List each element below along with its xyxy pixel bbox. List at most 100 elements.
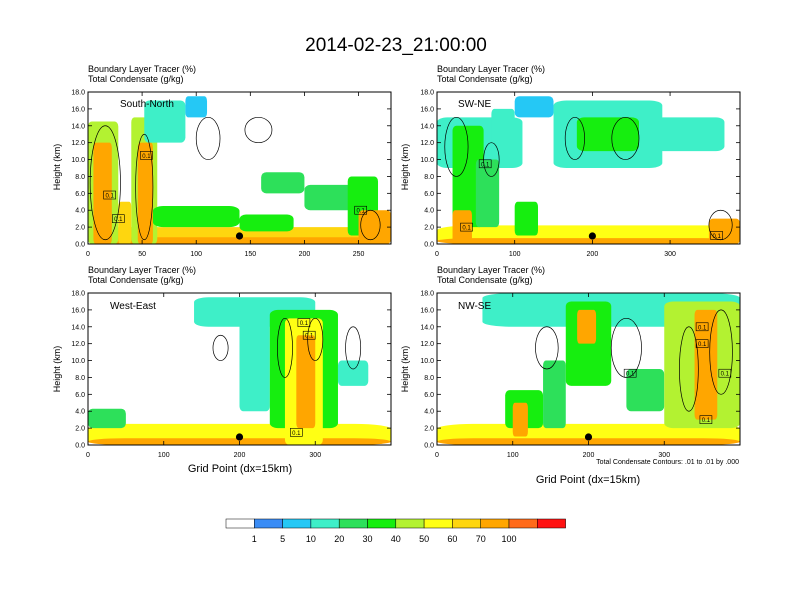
tracer-region bbox=[261, 172, 305, 194]
y-tick-label: 8.0 bbox=[424, 174, 434, 181]
tracer-region bbox=[185, 96, 208, 118]
colorbar-label: 10 bbox=[306, 534, 316, 544]
colorbar-label: 20 bbox=[334, 534, 344, 544]
contour-label-box bbox=[695, 322, 709, 332]
y-tick-label: 14.0 bbox=[420, 324, 434, 331]
y-tick-label: 16.0 bbox=[71, 106, 85, 113]
panel-header-condensate: Total Condensate (g/kg) bbox=[88, 275, 184, 285]
figure-title: 2014-02-23_21:00:00 bbox=[305, 35, 487, 56]
tracer-region bbox=[437, 238, 740, 244]
tracer-region bbox=[512, 402, 528, 437]
contour-label: 0.1 bbox=[721, 372, 730, 378]
y-tick-label: 6.0 bbox=[75, 191, 85, 198]
condensate-contour bbox=[709, 309, 733, 395]
colorbar-label: 50 bbox=[419, 534, 429, 544]
contour-label: 0.1 bbox=[305, 334, 314, 340]
colorbar-label: 40 bbox=[391, 534, 401, 544]
colorbar-swatch bbox=[395, 518, 425, 529]
tracer-region bbox=[626, 369, 665, 412]
contour-label-box bbox=[695, 339, 709, 348]
contour-label: 0.1 bbox=[142, 154, 151, 160]
y-tick-label: 4.0 bbox=[75, 208, 85, 215]
colorbar-swatch bbox=[508, 518, 538, 529]
panel-nw-se: Boundary Layer Tracer (%) Total Condensa… bbox=[400, 265, 741, 486]
plot-area: 0.1 0.1 0.1 0.0 2.0 4.0 6.0 8.0 10.0 12.0 14.0 16.0… bbox=[420, 90, 741, 258]
tracer-region bbox=[577, 309, 597, 344]
x-tick-label: 0 bbox=[86, 452, 90, 459]
tracer-region bbox=[475, 159, 500, 228]
y-tick-label: 10.0 bbox=[71, 157, 85, 164]
colorbar-swatch bbox=[254, 518, 283, 529]
y-tick-label: 6.0 bbox=[424, 392, 434, 399]
y-axis-label: Height (km) bbox=[400, 144, 410, 191]
plot-area: 0.1 0.1 0.1 0.1 0.1 0.0 2.0 4.0 6.0 8.0 10.0 12.0 14… bbox=[420, 291, 741, 459]
y-tick-label: 10.0 bbox=[71, 358, 85, 365]
y-tick-label: 8.0 bbox=[75, 375, 85, 382]
tracer-region bbox=[137, 142, 153, 244]
y-tick-label: 0.0 bbox=[75, 242, 85, 249]
y-tick-label: 8.0 bbox=[75, 174, 85, 181]
tracer-region bbox=[239, 214, 294, 232]
location-marker bbox=[235, 232, 244, 240]
contour-label-box bbox=[290, 428, 303, 437]
x-tick-label: 100 bbox=[190, 251, 202, 258]
colorbar: 1 5 10 20 30 40 50 60 70 100 bbox=[225, 518, 566, 544]
contour-label: 0.1 bbox=[698, 325, 707, 331]
panel-header-tracer: Boundary Layer Tracer (%) bbox=[437, 64, 545, 74]
x-tick-label: 200 bbox=[583, 452, 595, 459]
tracer-region bbox=[239, 309, 270, 412]
tracer-region bbox=[491, 108, 515, 160]
panel-label: SW-NE bbox=[458, 99, 491, 110]
y-axis-label: Height (km) bbox=[52, 346, 62, 393]
panel-label: NW-SE bbox=[458, 301, 491, 312]
tracer-region bbox=[296, 335, 316, 429]
tracer-region bbox=[452, 210, 472, 244]
panel-sw-ne: Boundary Layer Tracer (%) Total Condensa… bbox=[400, 64, 741, 258]
tracer-region bbox=[93, 142, 112, 244]
colorbar-swatch bbox=[282, 518, 312, 529]
contour-label: 0.1 bbox=[300, 321, 309, 327]
colorbar-swatch bbox=[225, 518, 255, 529]
condensate-contour bbox=[444, 116, 469, 177]
condensate-contour bbox=[244, 116, 273, 144]
contour-label-box bbox=[478, 159, 492, 169]
y-tick-label: 14.0 bbox=[420, 123, 434, 130]
y-tick-label: 0.0 bbox=[424, 242, 434, 249]
plot-area: 0.1 0.1 0.1 0.1 0.0 2.0 4.0 6.0 8.0 10.0 12.0 14.0 1… bbox=[71, 90, 392, 258]
y-tick-label: 4.0 bbox=[424, 409, 434, 416]
contour-label-box bbox=[103, 190, 116, 200]
y-tick-label: 12.0 bbox=[71, 140, 85, 147]
y-tick-label: 2.0 bbox=[75, 225, 85, 232]
x-axis-label: Grid Point (dx=15km) bbox=[536, 474, 640, 486]
condensate-contour bbox=[135, 133, 154, 241]
tracer-region bbox=[152, 206, 240, 228]
x-tick-label: 300 bbox=[658, 452, 670, 459]
tracer-region bbox=[337, 360, 369, 386]
x-tick-label: 200 bbox=[587, 251, 599, 258]
y-tick-label: 4.0 bbox=[424, 208, 434, 215]
colorbar-label: 1 bbox=[252, 534, 257, 544]
contour-caption: Total Condensate Contours: .01 to .01 by… bbox=[596, 459, 739, 466]
condensate-contour bbox=[535, 326, 559, 370]
tracer-region bbox=[88, 408, 126, 429]
condensate-contours bbox=[89, 116, 381, 241]
contour-label-box bbox=[140, 151, 153, 160]
condensate-contour bbox=[89, 125, 121, 241]
panel-label: West-East bbox=[110, 301, 156, 312]
contour-label: 0.1 bbox=[292, 431, 301, 437]
panel-header-condensate: Total Condensate (g/kg) bbox=[437, 74, 533, 84]
tracer-region bbox=[654, 117, 725, 152]
panel-header-condensate: Total Condensate (g/kg) bbox=[437, 275, 533, 285]
x-tick-label: 200 bbox=[299, 251, 311, 258]
contour-label: 0.1 bbox=[713, 234, 722, 240]
y-tick-label: 6.0 bbox=[424, 191, 434, 198]
contour-label-box bbox=[623, 368, 637, 378]
y-axis-label: Height (km) bbox=[52, 144, 62, 191]
location-marker bbox=[584, 433, 593, 441]
y-axis-label: Height (km) bbox=[400, 346, 410, 393]
y-tick-label: 12.0 bbox=[71, 341, 85, 348]
colorbar-label: 60 bbox=[447, 534, 457, 544]
y-tick-label: 6.0 bbox=[75, 392, 85, 399]
y-tick-label: 0.0 bbox=[75, 443, 85, 450]
colorbar-label: 100 bbox=[501, 534, 516, 544]
